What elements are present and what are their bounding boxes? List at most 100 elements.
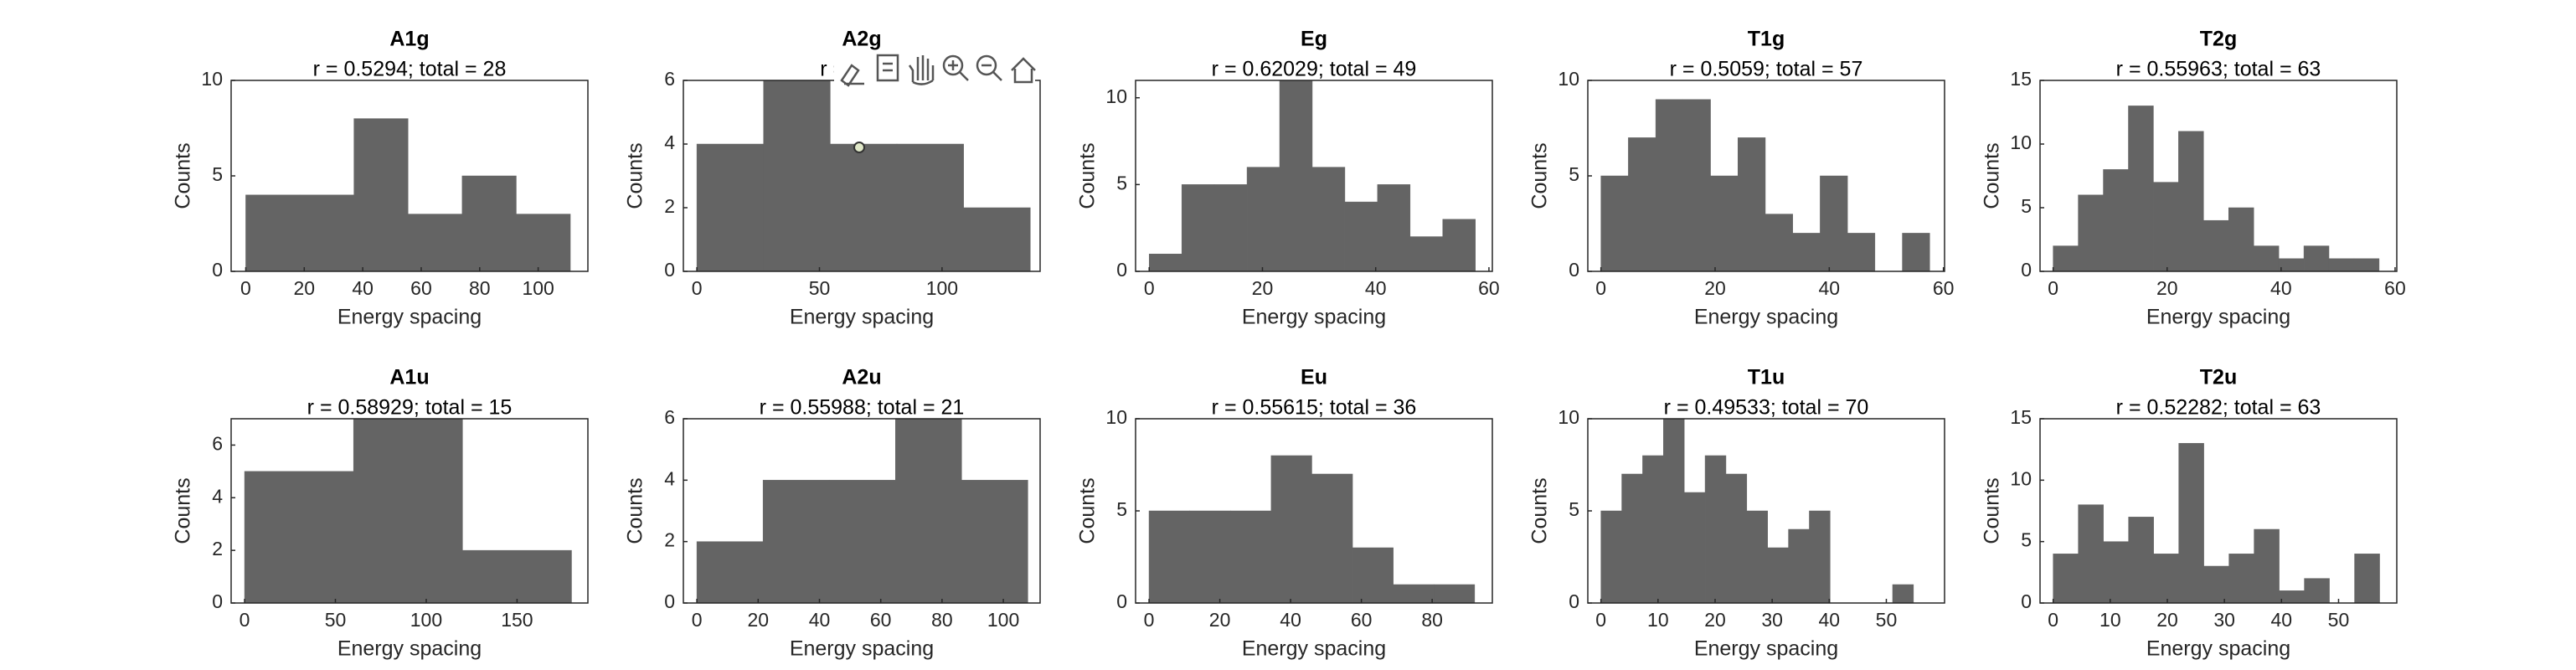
bar [1710, 175, 1739, 272]
bar [1682, 99, 1711, 272]
bar [963, 207, 1031, 272]
y-axis-label: Counts [1076, 142, 1100, 209]
x-tick-label: 100 [987, 609, 1019, 631]
x-tick-label: 20 [293, 277, 315, 299]
x-tick-label: 20 [1252, 277, 1274, 299]
bar [1746, 510, 1768, 604]
bar [2053, 554, 2079, 604]
x-tick-label: 40 [1819, 277, 1841, 299]
home-icon[interactable] [1011, 57, 1036, 84]
bar [1409, 236, 1444, 272]
bar [1663, 418, 1685, 604]
bar [1902, 233, 1930, 272]
y-tick-label: 0 [664, 590, 675, 612]
x-tick-label: 60 [870, 609, 892, 631]
y-tick-label: 10 [1558, 406, 1579, 428]
zoom-in-icon[interactable] [942, 54, 969, 81]
bar [2228, 554, 2254, 604]
bar [1393, 584, 1435, 604]
bar [353, 418, 463, 604]
bar [2078, 504, 2104, 604]
x-tick-label: 60 [410, 277, 432, 299]
brush-icon[interactable] [840, 64, 864, 87]
subplot-subtitle: r = 0.5294; total = 28 [313, 58, 507, 81]
bar [1148, 510, 1190, 604]
bar [1434, 584, 1476, 604]
y-tick-label: 5 [2021, 529, 2032, 551]
x-tick-label: 50 [325, 609, 347, 631]
subplot: Eg r = 0.62029; total = 49 0 20 40 60 0 5 10 Ener… [1076, 28, 1500, 329]
bar [2153, 554, 2179, 604]
subplot-title: A2g [842, 28, 881, 51]
y-tick-label: 5 [1116, 498, 1127, 520]
y-tick-label: 0 [2021, 590, 2032, 612]
bar [1311, 473, 1353, 604]
bar [2278, 258, 2305, 272]
x-axis-label: Energy spacing [1694, 637, 1838, 661]
bar [1847, 233, 1876, 272]
bar [2178, 443, 2204, 604]
axes-box [2039, 418, 2398, 604]
y-tick-label: 5 [212, 163, 223, 185]
subplot-title: Eg [1301, 28, 1327, 51]
bar [2304, 578, 2330, 604]
bar [1189, 510, 1231, 604]
bar [2153, 182, 2179, 272]
bar [1148, 254, 1182, 272]
y-axis-label: Counts [1528, 477, 1552, 544]
axes-toolbar[interactable] [834, 52, 1036, 87]
y-tick-label: 10 [201, 68, 223, 90]
bar [1809, 510, 1831, 604]
x-tick-label: 20 [1704, 277, 1726, 299]
bar [462, 549, 572, 604]
x-tick-label: 0 [2048, 277, 2058, 299]
x-tick-label: 0 [240, 277, 251, 299]
bar [245, 194, 301, 272]
bar [2279, 590, 2305, 604]
x-axis-label: Energy spacing [2146, 306, 2290, 329]
x-tick-label: 20 [1704, 609, 1726, 631]
bar [1792, 233, 1821, 272]
subplot-title: A1u [389, 366, 429, 389]
x-tick-label: 10 [1647, 609, 1669, 631]
y-tick-label: 15 [2010, 68, 2032, 90]
subplot: T1g r = 0.5059; total = 57 0 20 40 60 0 5 10 Ener… [1528, 28, 1955, 329]
y-tick-label: 4 [212, 485, 223, 507]
bar [2178, 131, 2204, 272]
subplot-subtitle: r = 0.55963; total = 63 [2116, 58, 2321, 81]
bar [1628, 137, 1656, 272]
x-tick-label: 10 [2099, 609, 2121, 631]
zoom-out-icon[interactable] [976, 54, 1002, 81]
pan-icon[interactable] [908, 55, 935, 85]
bar [2228, 207, 2254, 272]
subplot-subtitle: r = 0.49533; total = 70 [1664, 396, 1869, 420]
y-tick-label: 6 [664, 68, 675, 90]
x-tick-label: 0 [1144, 609, 1155, 631]
subplot: T2g r = 0.55963; total = 63 0 20 40 60 0 5 10 15 E… [1981, 28, 2406, 329]
subplot: T2u r = 0.52282; total = 63 0 10 20 30 40 50 0 5 1… [1981, 366, 2398, 661]
x-tick-label: 50 [2328, 609, 2350, 631]
bar [2354, 554, 2380, 604]
subplot-title: T1u [1748, 366, 1785, 389]
x-tick-label: 0 [692, 609, 703, 631]
datatip-icon[interactable] [876, 54, 899, 82]
subplot: A1u r = 0.58929; total = 15 0 50 100 150 0 2 4 6 E… [172, 366, 589, 661]
y-tick-label: 10 [1105, 406, 1127, 428]
y-tick-label: 10 [2010, 467, 2032, 489]
x-tick-label: 40 [2271, 609, 2293, 631]
x-axis-label: Energy spacing [2146, 637, 2290, 661]
bar [1246, 167, 1280, 272]
x-tick-label: 40 [352, 277, 374, 299]
x-tick-label: 0 [1595, 277, 1606, 299]
bar [896, 143, 964, 272]
y-tick-label: 6 [212, 433, 223, 455]
y-tick-label: 0 [212, 590, 223, 612]
y-tick-label: 0 [2021, 259, 2032, 281]
subplot: Eu r = 0.55615; total = 36 0 20 40 60 80 0 5 10 En… [1076, 366, 1493, 661]
subplot-title: T1g [1748, 28, 1785, 51]
y-tick-label: 5 [2021, 195, 2032, 217]
y-tick-label: 2 [664, 195, 675, 217]
bar [961, 480, 1028, 604]
bar [1788, 528, 1810, 604]
y-tick-label: 10 [1558, 68, 1579, 90]
